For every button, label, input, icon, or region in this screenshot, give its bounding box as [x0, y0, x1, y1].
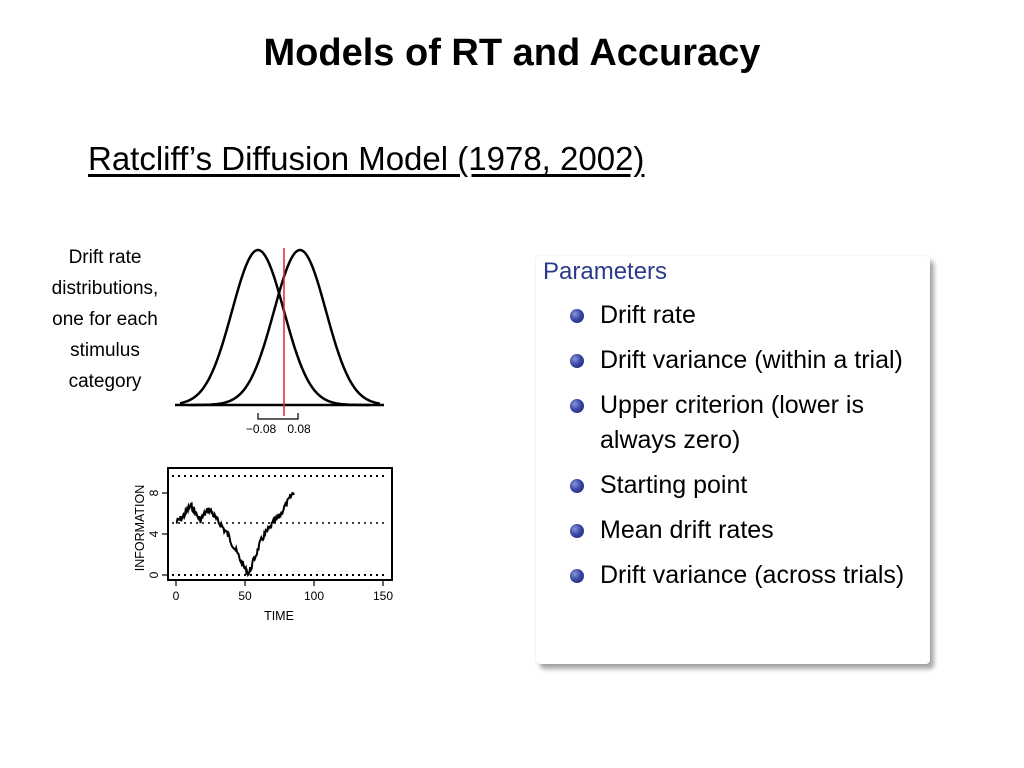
parameter-label: Mean drift rates: [600, 516, 774, 544]
parameters-panel: [536, 256, 930, 664]
x-axis-label: TIME: [264, 609, 294, 623]
bullet-icon: [570, 524, 584, 538]
tick-bracket: [257, 413, 299, 420]
parameter-label: Drift variance (across trials): [600, 561, 905, 589]
list-item: Drift variance (across trials): [568, 558, 918, 593]
y-tick-label: 4: [147, 530, 161, 537]
caption-line: category: [68, 371, 142, 392]
tick-label-left: −0.08: [246, 422, 277, 436]
y-axis-label: INFORMATION: [133, 485, 147, 572]
tick-label-right: 0.08: [287, 422, 311, 436]
y-tick-label: 0: [147, 571, 161, 578]
caption-line: distributions,: [51, 278, 159, 299]
bullet-icon: [570, 479, 584, 493]
plot-frame: [167, 467, 393, 581]
caption-line: stimulus: [70, 340, 140, 361]
caption-line: one for each: [52, 309, 158, 330]
parameter-label: Starting point: [600, 471, 748, 499]
list-item: Drift rate: [568, 298, 918, 333]
x-tick-label: 50: [238, 589, 252, 603]
list-item: Drift variance (within a trial): [568, 343, 918, 378]
right-distribution-curve: [190, 248, 381, 407]
parameter-label: Drift variance (within a trial): [600, 346, 903, 374]
figure-caption: Drift rate distributions, one for each s…: [30, 242, 180, 397]
slide-subtitle: Ratcliff’s Diffusion Model (1978, 2002): [88, 140, 645, 177]
parameter-label: Upper criterion (lower is always zero): [600, 391, 864, 454]
slide-title: Models of RT and Accuracy: [263, 32, 761, 74]
random-walk-path: [175, 491, 295, 577]
x-tick-label: 0: [173, 589, 180, 603]
drift-distributions-figure: −0.08 0.08: [175, 248, 384, 436]
x-tick-label: 100: [304, 589, 324, 603]
caption-line: Drift rate: [68, 247, 142, 268]
left-distribution-curve: [179, 248, 370, 407]
parameters-list: Drift rate Drift variance (within a tria…: [568, 298, 918, 603]
bullet-icon: [570, 309, 584, 323]
list-item: Starting point: [568, 468, 918, 503]
bullet-icon: [570, 399, 584, 413]
x-tick-label: 150: [373, 589, 393, 603]
parameters-heading: Parameters: [543, 258, 668, 285]
bullet-icon: [570, 354, 584, 368]
parameter-label: Drift rate: [600, 301, 696, 329]
y-tick-label: 8: [147, 489, 161, 496]
bullet-icon: [570, 569, 584, 583]
list-item: Upper criterion (lower is always zero): [568, 388, 918, 458]
list-item: Mean drift rates: [568, 513, 918, 548]
random-walk-figure: 0 4 8 INFORMATION 0 50 100 150 TIME: [133, 467, 393, 623]
